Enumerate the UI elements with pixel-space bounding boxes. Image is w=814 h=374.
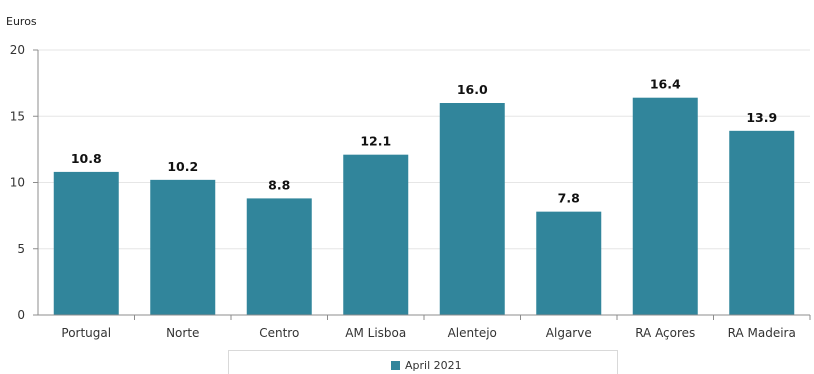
data-label: 16.4 [650, 77, 681, 92]
x-tick-label: Alentejo [448, 326, 497, 340]
data-label: 10.2 [167, 159, 198, 174]
data-label: 16.0 [457, 82, 488, 97]
bar [150, 179, 216, 315]
x-tick-label: Algarve [546, 326, 592, 340]
legend-swatch [391, 361, 400, 370]
x-axis: Portugal Norte Centro AM Lisboa Alentejo Alga… [38, 314, 811, 340]
x-tick-label: AM Lisboa [345, 326, 406, 340]
x-tick-label: Centro [259, 326, 299, 340]
data-labels: 10.8 10.2 8.8 12.1 16.0 7.8 16.4 13.9 [71, 77, 777, 206]
y-tick-label: 15 [10, 109, 25, 123]
bar [53, 171, 119, 315]
data-label: 12.1 [360, 134, 391, 149]
legend-item: April 2021 [391, 359, 462, 372]
legend-label: April 2021 [405, 359, 462, 372]
x-tick-label: RA Açores [635, 326, 695, 340]
y-tick-label: 20 [10, 43, 25, 57]
x-tick-label: Portugal [61, 326, 111, 340]
bar [632, 97, 698, 315]
x-tick-label: RA Madeira [728, 326, 796, 340]
y-axis-title: Euros [6, 15, 37, 28]
bar [246, 198, 312, 315]
y-axis: 0 5 10 15 20 [10, 43, 39, 322]
data-label: 13.9 [746, 110, 777, 125]
data-label: 8.8 [268, 177, 290, 192]
y-tick-label: 0 [17, 308, 25, 322]
y-tick-label: 10 [10, 176, 25, 190]
bar [439, 103, 505, 315]
x-tick-label: Norte [166, 326, 199, 340]
bars [53, 97, 795, 315]
data-label: 10.8 [71, 151, 102, 166]
y-tick-label: 5 [17, 242, 25, 256]
legend: April 2021 [228, 350, 618, 374]
bar [343, 154, 409, 315]
bar [536, 211, 602, 315]
data-label: 7.8 [558, 191, 580, 206]
bar [729, 130, 795, 315]
